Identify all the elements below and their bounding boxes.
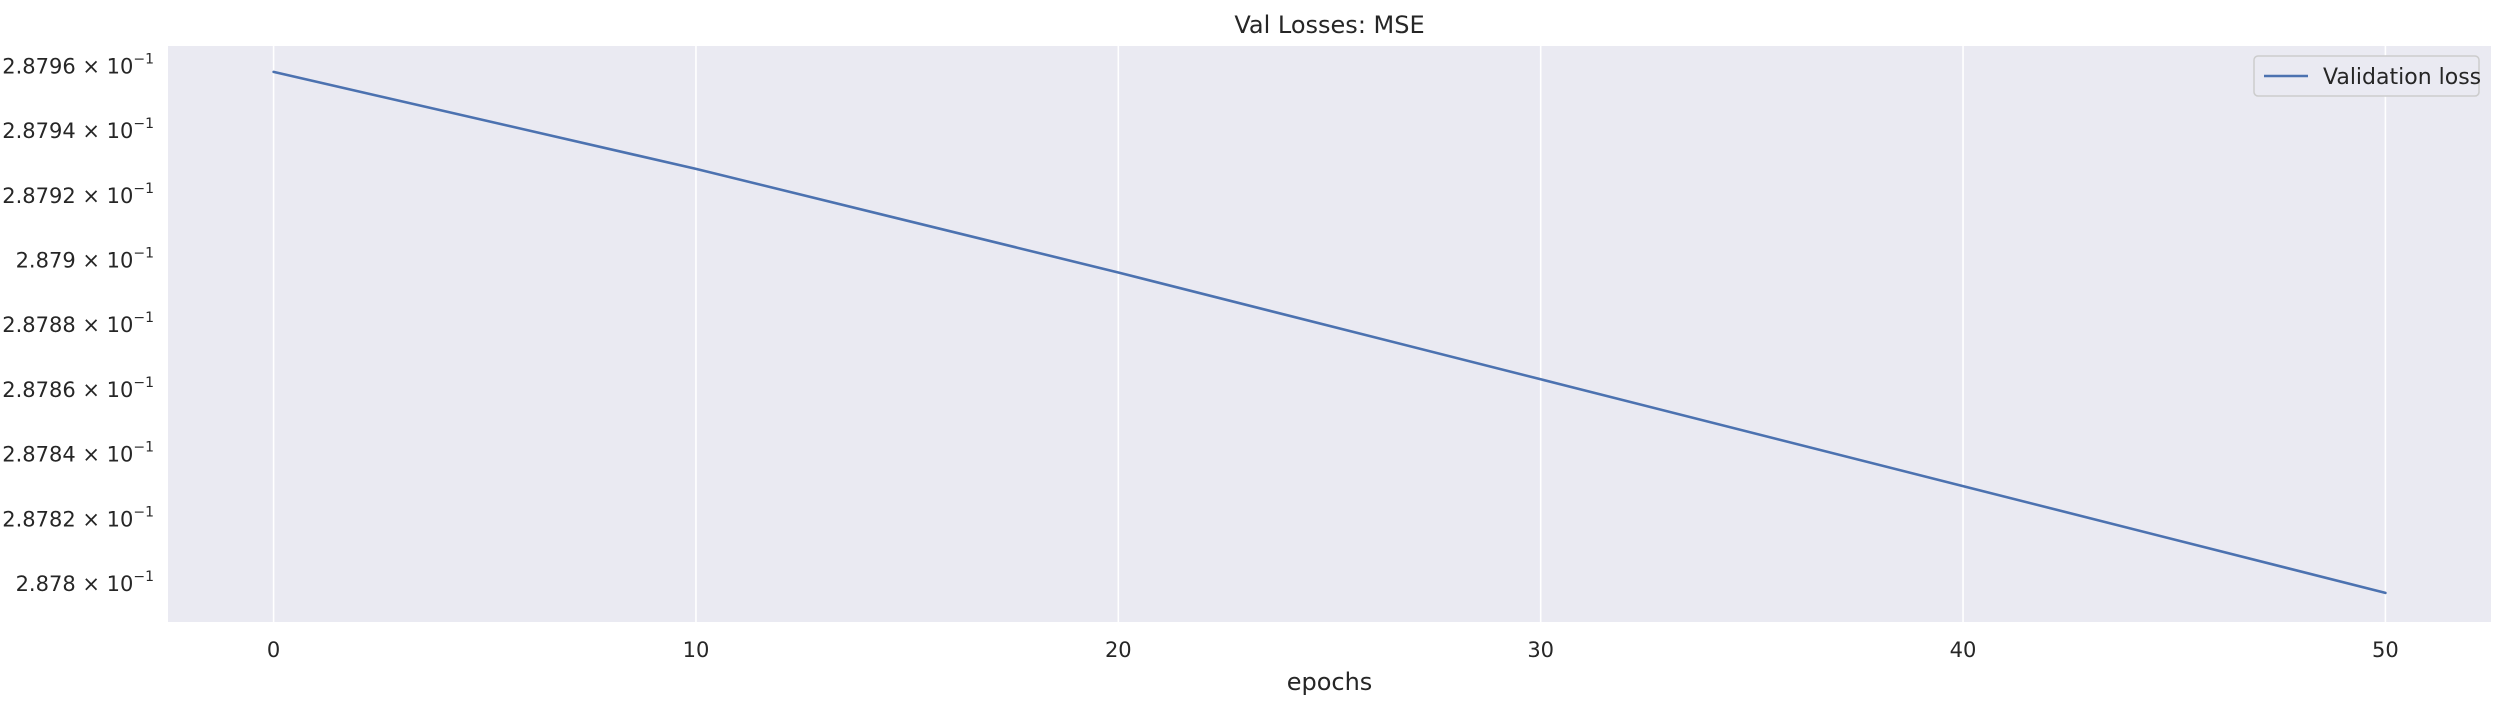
x-axis-label: epochs (1287, 668, 1373, 696)
y-tick-times: × 10 (76, 378, 134, 402)
legend: Validation loss (2253, 55, 2481, 97)
y-tick-mantissa: 2.8792 (2, 184, 75, 208)
y-tick-mantissa: 2.8796 (2, 54, 75, 78)
y-tick-exponent: −1 (133, 310, 154, 326)
x-tick-label: 40 (1950, 638, 1977, 662)
x-tick-label: 50 (2372, 638, 2399, 662)
y-tick-times: × 10 (76, 249, 134, 273)
y-tick-times: × 10 (76, 54, 134, 78)
y-tick-exponent: −1 (133, 116, 154, 132)
chart-title: Val Losses: MSE (1234, 11, 1424, 39)
y-tick-label: 2.8782 × 10−1 (2, 504, 154, 531)
x-tick-label: 20 (1105, 638, 1132, 662)
x-axis: 0 10 20 30 40 50 (267, 638, 2399, 662)
y-axis: 2.878 × 10−12.8782 × 10−12.8784 × 10−12.… (2, 51, 154, 596)
y-tick-label: 2.8796 × 10−1 (2, 51, 154, 78)
plot-area (168, 46, 2491, 622)
y-tick-exponent: −1 (133, 440, 154, 456)
y-tick-mantissa: 2.8794 (2, 119, 75, 143)
y-tick-mantissa: 2.8782 (2, 507, 75, 531)
x-tick-label: 0 (267, 638, 280, 662)
y-tick-mantissa: 2.879 (16, 249, 76, 273)
y-tick-exponent: −1 (133, 504, 154, 520)
y-tick-label: 2.8786 × 10−1 (2, 375, 154, 402)
x-tick-label: 30 (1527, 638, 1554, 662)
y-tick-exponent: −1 (133, 181, 154, 197)
series-line-validation-loss (272, 70, 2387, 595)
y-tick-mantissa: 2.8788 (2, 313, 75, 337)
y-tick-label: 2.8788 × 10−1 (2, 310, 154, 337)
y-tick-times: × 10 (76, 119, 134, 143)
y-tick-times: × 10 (76, 443, 134, 467)
y-tick-times: × 10 (76, 184, 134, 208)
y-tick-exponent: −1 (133, 375, 154, 391)
y-tick-times: × 10 (76, 507, 134, 531)
x-tick-label: 10 (683, 638, 710, 662)
series-layer (272, 70, 2387, 595)
legend-box (2253, 55, 2480, 97)
y-tick-label: 2.8792 × 10−1 (2, 181, 154, 208)
y-tick-label: 2.878 × 10−1 (16, 569, 154, 596)
y-tick-label: 2.879 × 10−1 (16, 246, 154, 273)
y-tick-mantissa: 2.8786 (2, 378, 75, 402)
y-tick-times: × 10 (76, 572, 134, 596)
legend-label: Validation loss (2323, 65, 2481, 90)
y-tick-label: 2.8794 × 10−1 (2, 116, 154, 143)
y-tick-exponent: −1 (133, 51, 154, 67)
y-tick-times: × 10 (76, 313, 134, 337)
y-tick-exponent: −1 (133, 569, 154, 585)
y-tick-label: 2.8784 × 10−1 (2, 440, 154, 467)
y-tick-exponent: −1 (133, 246, 154, 262)
grid-lines (272, 46, 2387, 622)
y-tick-mantissa: 2.8784 (2, 443, 75, 467)
y-tick-mantissa: 2.878 (16, 572, 76, 596)
